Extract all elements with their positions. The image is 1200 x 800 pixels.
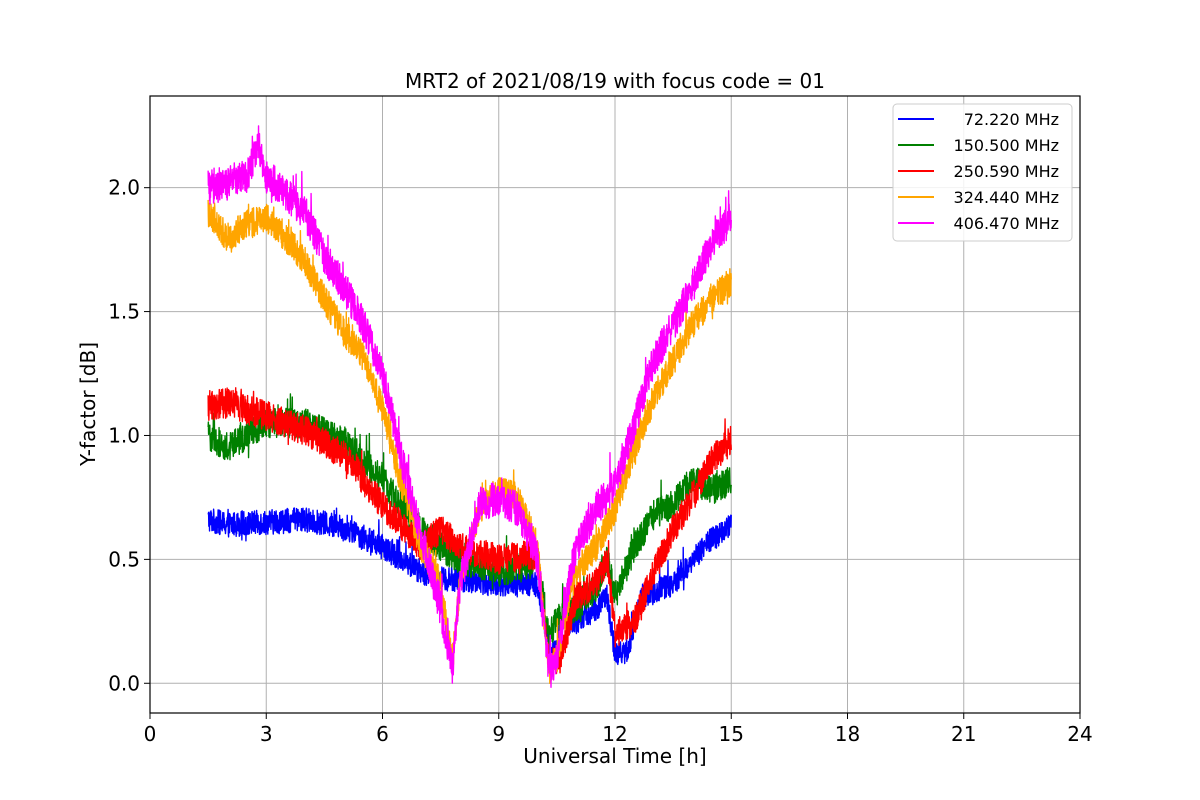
y-tick-label: 0.5	[108, 547, 140, 571]
x-tick-label: 21	[951, 722, 976, 746]
legend-label: 250.590 MHz	[954, 162, 1059, 181]
chart-title: MRT2 of 2021/08/19 with focus code = 01	[405, 69, 825, 93]
legend-label: 150.500 MHz	[954, 136, 1059, 155]
legend: 72.220 MHz 150.500 MHz 250.590 MHz 324.440 …	[892, 103, 1073, 242]
series-line	[207, 125, 732, 688]
legend-label: 324.440 MHz	[954, 188, 1059, 207]
legend-box	[892, 103, 1073, 242]
y-tick-label: 1.5	[108, 300, 140, 324]
y-tick-label: 0.0	[108, 671, 140, 695]
x-tick-label: 3	[260, 722, 273, 746]
y-tick-label: 2.0	[108, 176, 140, 200]
x-tick-label: 15	[719, 722, 744, 746]
x-tick-label: 12	[602, 722, 627, 746]
series-layer	[207, 125, 732, 688]
x-tick-label: 6	[376, 722, 389, 746]
x-axis: 0 3 6 9 12 15 18 21 24	[144, 713, 1093, 746]
x-tick-label: 24	[1067, 722, 1092, 746]
x-axis-label: Universal Time [h]	[523, 744, 706, 768]
series-line	[207, 199, 732, 685]
y-axis-label: Y-factor [dB]	[76, 342, 100, 467]
x-tick-label: 0	[144, 722, 157, 746]
legend-label: 72.220 MHz	[964, 110, 1059, 129]
x-tick-label: 9	[492, 722, 505, 746]
legend-label: 406.470 MHz	[954, 214, 1059, 233]
x-tick-label: 18	[835, 722, 860, 746]
y-tick-label: 1.0	[108, 423, 140, 447]
y-axis: 0.0 0.5 1.0 1.5 2.0	[108, 176, 150, 695]
